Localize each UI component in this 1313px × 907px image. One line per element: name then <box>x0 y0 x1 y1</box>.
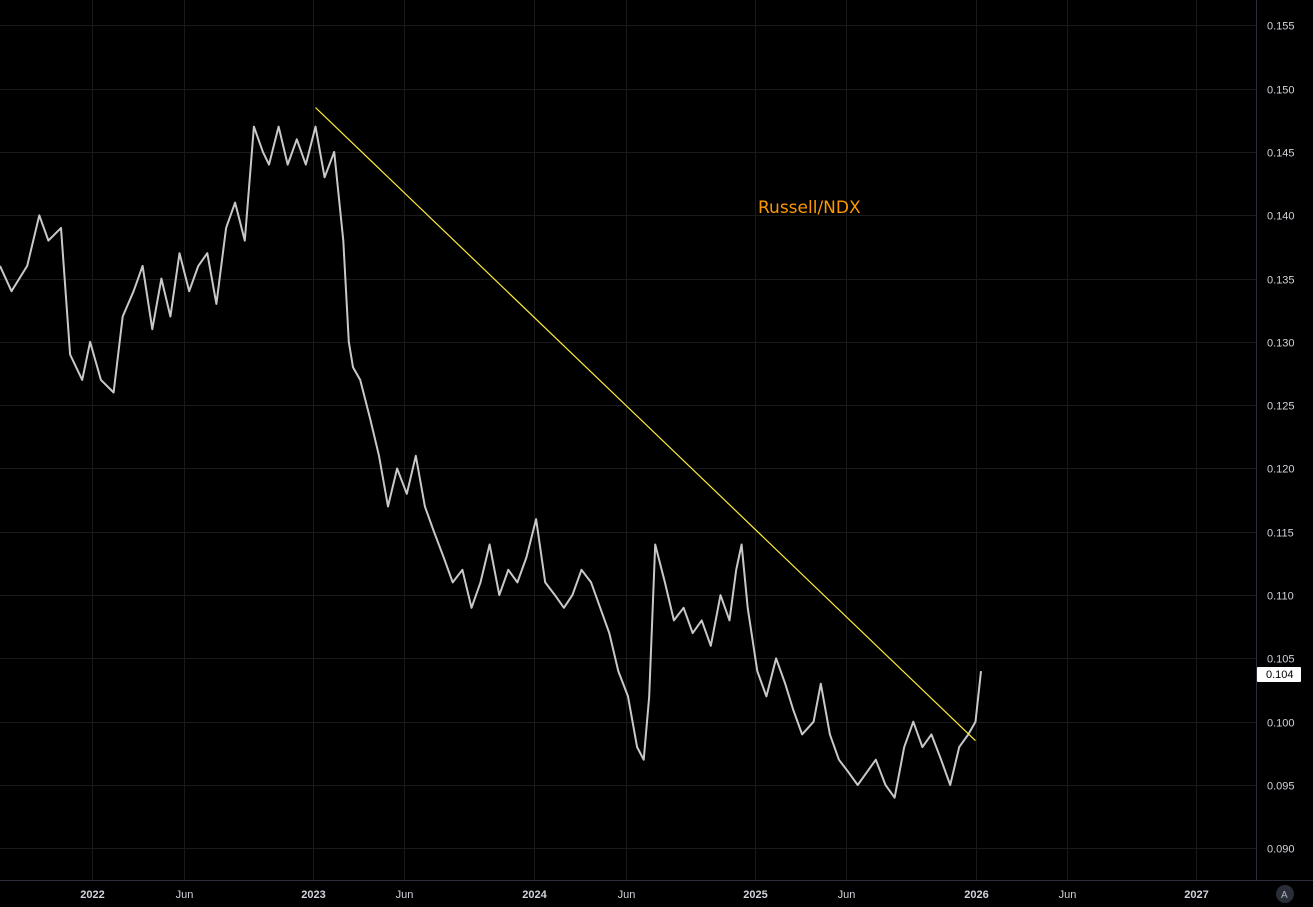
time-axis[interactable]: 2022 Jun 2023 Jun 2024 Jun 2025 Jun 2026 Jun 2027 <box>80 889 1208 901</box>
trendline-layer <box>315 107 976 742</box>
y-tick-label: 0.130 <box>1267 338 1295 350</box>
y-tick-label: 0.120 <box>1267 464 1295 476</box>
y-tick-label: 0.140 <box>1267 211 1295 223</box>
grid-lines <box>0 0 1256 880</box>
x-tick-label: 2022 <box>80 889 104 901</box>
y-tick-label: 0.110 <box>1267 591 1294 603</box>
auto-scale-button-circle <box>1276 885 1294 903</box>
x-tick-label: 2027 <box>1184 889 1208 901</box>
current-value-tag: 0.104 <box>1257 667 1301 682</box>
y-tick-label: 0.150 <box>1267 85 1295 97</box>
x-tick-label: 2023 <box>301 889 325 901</box>
y-tick-label: 0.135 <box>1267 275 1295 287</box>
y-tick-label: 0.115 <box>1267 528 1294 540</box>
auto-scale-button[interactable]: A <box>1276 885 1294 903</box>
x-tick-label: Jun <box>396 889 414 901</box>
current-value-tag-box <box>1257 667 1301 682</box>
current-value-label: 0.104 <box>1266 669 1294 681</box>
y-tick-label: 0.100 <box>1267 718 1295 730</box>
y-tick-label: 0.105 <box>1267 654 1295 666</box>
y-tick-label: 0.095 <box>1267 781 1295 793</box>
chart-annotation: Russell/NDX <box>758 198 861 218</box>
x-tick-label: 2024 <box>522 889 547 901</box>
y-tick-label: 0.155 <box>1267 21 1295 33</box>
auto-scale-icon: A <box>1281 890 1288 901</box>
y-tick-label: 0.090 <box>1267 844 1295 856</box>
x-tick-label: 2025 <box>743 889 767 901</box>
price-axis[interactable]: 0.090 0.095 0.100 0.105 0.110 0.115 0.120 0.125… <box>1267 21 1295 856</box>
x-tick-label: Jun <box>1059 889 1077 901</box>
x-tick-label: Jun <box>838 889 856 901</box>
series-line <box>0 125 982 799</box>
x-tick-label: 2026 <box>964 889 988 901</box>
trendline <box>315 107 976 742</box>
y-tick-label: 0.145 <box>1267 148 1295 160</box>
series-layer <box>0 125 982 799</box>
x-tick-label: Jun <box>176 889 194 901</box>
y-tick-label: 0.125 <box>1267 401 1295 413</box>
x-tick-label: Jun <box>618 889 636 901</box>
